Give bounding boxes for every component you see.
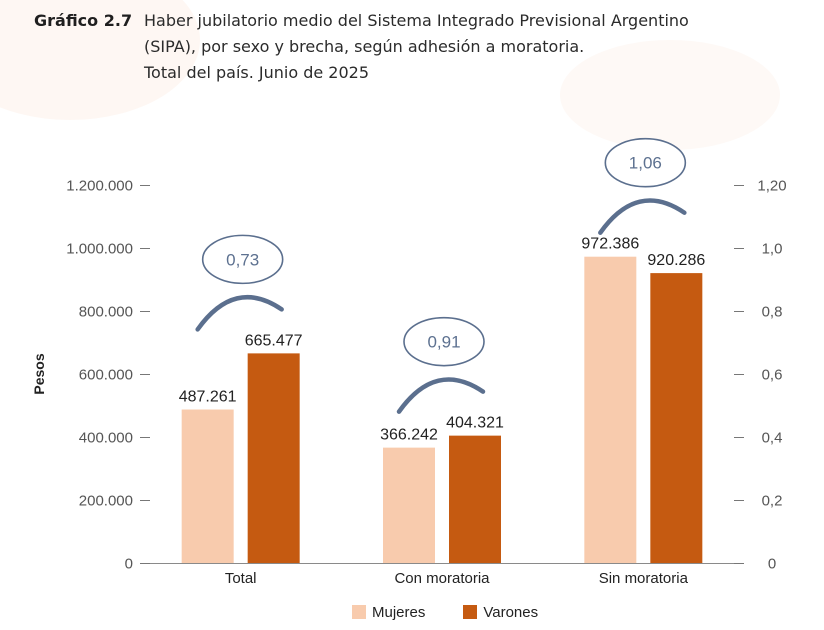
legend-label-mujeres: Mujeres xyxy=(372,603,426,621)
legend: Mujeres Varones xyxy=(352,602,538,622)
y-tick-label: 1.000.000 xyxy=(66,241,133,258)
brecha-arc xyxy=(598,198,687,235)
chart-number: Gráfico 2.7 xyxy=(34,11,133,30)
y-tick-label: 600.000 xyxy=(79,367,133,384)
y2-tick-label: 0,2 xyxy=(762,493,783,510)
brecha-arc xyxy=(195,294,284,332)
brecha-ellipse xyxy=(201,234,284,285)
data-label-varones: 920.286 xyxy=(647,252,705,269)
data-label-varones: 665.477 xyxy=(245,332,303,349)
background-decoration xyxy=(560,40,780,150)
brecha-ellipse xyxy=(403,316,485,367)
y-tick-label: 200.000 xyxy=(79,493,133,510)
data-label-mujeres: 972.386 xyxy=(581,236,639,253)
legend-swatch-mujeres xyxy=(352,605,366,619)
bar-mujeres xyxy=(584,256,637,563)
y-axis-title: Pesos xyxy=(31,353,47,394)
legend-label-varones: Varones xyxy=(483,603,539,621)
legend-swatch-varones xyxy=(463,605,478,619)
title-line-3: Total del país. Junio de 2025 xyxy=(144,63,370,82)
legend-item-varones: Varones xyxy=(463,604,538,621)
brecha-ellipse xyxy=(604,137,687,188)
bar-varones xyxy=(650,273,703,563)
category-label: Con moratoria xyxy=(394,570,490,587)
category-label: Total xyxy=(225,570,257,587)
category-label: Sin moratoria xyxy=(599,570,689,587)
y2-tick-label: 0,4 xyxy=(762,430,783,447)
legend-item-mujeres: Mujeres xyxy=(352,604,425,621)
y-tick-label: 0 xyxy=(125,556,133,573)
y-tick-label: 400.000 xyxy=(79,430,133,447)
y2-tick-label: 1,20 xyxy=(757,178,786,195)
y-tick-label: 800.000 xyxy=(79,304,133,321)
title-line-2: (SIPA), por sexo y brecha, según adhesió… xyxy=(144,37,585,56)
y2-tick-label: 0 xyxy=(768,556,776,573)
y2-tick-label: 0,6 xyxy=(762,367,783,384)
brecha-arc xyxy=(396,377,486,414)
brecha-label: 0,73 xyxy=(226,250,259,269)
bar-varones xyxy=(247,353,300,563)
data-label-mujeres: 366.242 xyxy=(380,427,438,444)
data-label-varones: 404.321 xyxy=(446,415,504,432)
y2-tick-label: 0,8 xyxy=(762,304,783,321)
bar-varones xyxy=(449,435,501,563)
data-label-mujeres: 487.261 xyxy=(179,389,237,406)
bar-mujeres xyxy=(383,447,435,563)
y-tick-label: 1.200.000 xyxy=(66,178,133,195)
brecha-label: 0,91 xyxy=(427,333,460,352)
bar-mujeres xyxy=(181,409,234,563)
title-line-1: Haber jubilatorio medio del Sistema Inte… xyxy=(144,11,689,30)
brecha-label: 1,06 xyxy=(629,154,662,173)
y2-tick-label: 1,0 xyxy=(762,241,783,258)
